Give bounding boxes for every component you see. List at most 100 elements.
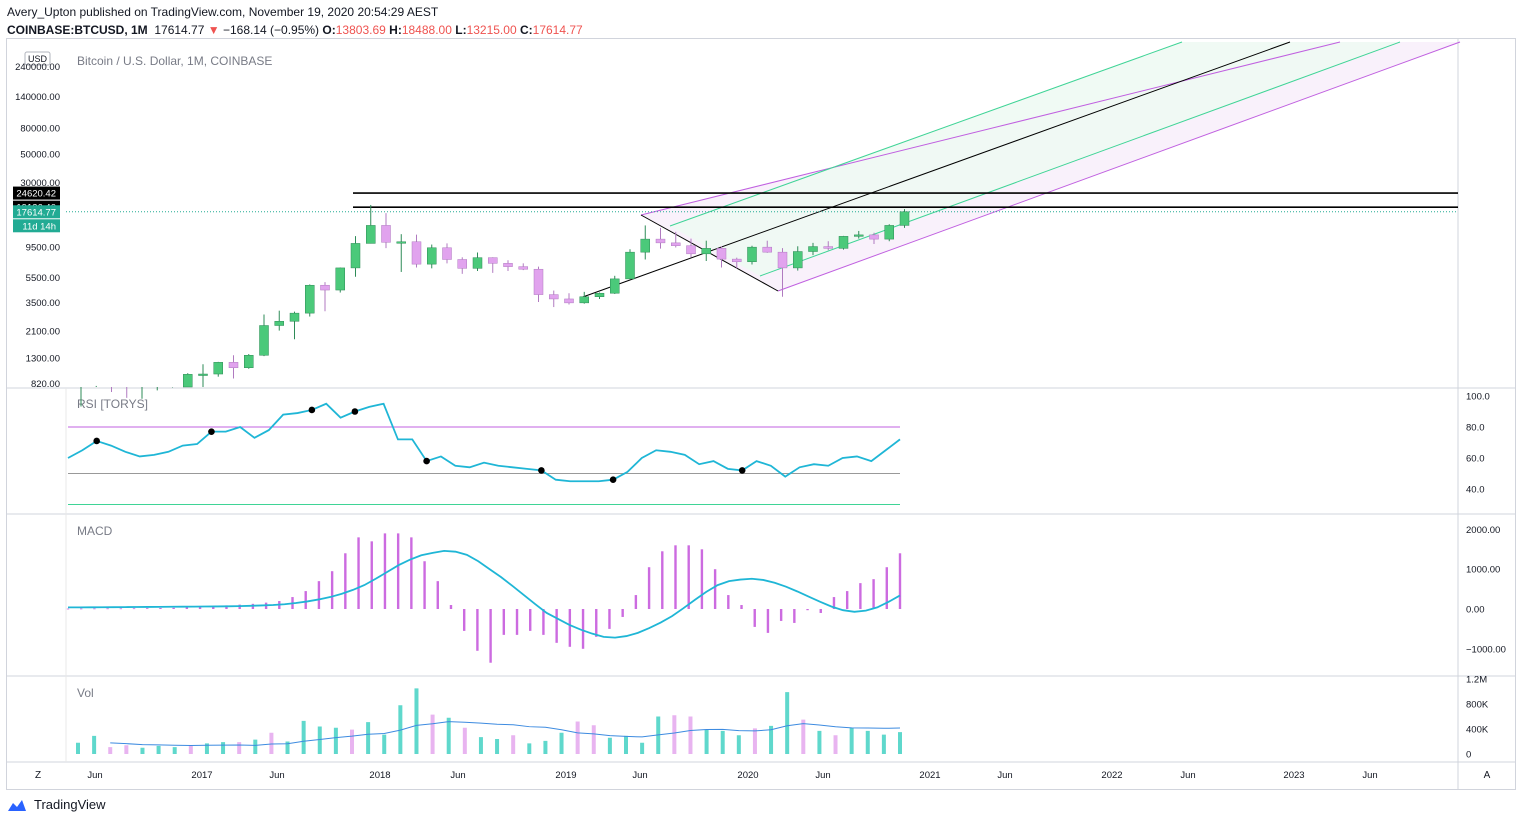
candle-body	[472, 257, 483, 269]
candle-body	[518, 266, 528, 270]
candle-body	[869, 234, 879, 240]
time-axis-label: Jun	[87, 770, 102, 781]
macd-histogram-bar	[608, 609, 611, 629]
macd-histogram-bar	[832, 597, 836, 609]
time-axis-label: Jun	[450, 770, 465, 781]
macd-histogram-bar	[595, 609, 598, 637]
pitchfork-inner-lower-line	[759, 41, 1401, 277]
volume-bar	[511, 735, 516, 754]
drawings-layer	[66, 41, 1461, 299]
rsi-tick-label: 80.0	[1466, 423, 1485, 434]
macd-histogram-bar	[753, 609, 756, 627]
pitchfork-inner-upper-line	[669, 41, 1183, 227]
currency-badge[interactable]	[24, 51, 51, 66]
volume-bar	[237, 742, 242, 754]
pane-separators	[6, 38, 1516, 790]
price-tick-label: 80000.00	[20, 123, 60, 134]
price-axis-ticks: 240000.00 140000.00 80000.00 50000.00 30000.…	[15, 62, 60, 390]
macd-histogram-bar	[370, 541, 373, 609]
candle-body	[183, 374, 193, 388]
open-value: 13803.69	[335, 23, 386, 37]
macd-histogram-bar	[225, 605, 228, 609]
price-tick-label: 50000.00	[20, 150, 60, 161]
macd-histogram-bar	[436, 581, 439, 609]
volume-bar	[172, 747, 177, 754]
candle-body	[427, 247, 437, 265]
macd-histogram-bar	[661, 551, 664, 609]
price-change: −168.14 (−0.95%)	[222, 23, 320, 37]
rsi-pivot-dot	[609, 476, 617, 484]
macd-histogram-bar	[674, 545, 677, 609]
vol-pane-title: Vol	[77, 686, 94, 700]
time-axis-label: Jun	[815, 770, 830, 781]
macd-histogram-bar	[146, 608, 149, 610]
macd-line	[68, 549, 901, 639]
publisher-line: Avery_Upton published on TradingView.com…	[7, 5, 439, 19]
macd-histogram-bar	[885, 567, 888, 609]
candle-body	[579, 296, 589, 304]
candle-body	[488, 257, 498, 264]
candle-body	[564, 298, 574, 304]
time-axis-label: Jun	[632, 770, 647, 781]
candle-body	[884, 225, 894, 240]
candle-body	[503, 263, 513, 267]
volume-bar	[478, 737, 483, 754]
time-axis-label: 2021	[919, 770, 940, 781]
macd-histogram-bar	[819, 609, 822, 613]
candle-body	[411, 241, 422, 265]
candle-body	[442, 247, 452, 260]
macd-histogram-bar	[727, 595, 730, 609]
time-axis-label: Jun	[269, 770, 284, 781]
volume-bar	[785, 692, 790, 754]
price-tick-label: 2100.00	[26, 327, 60, 338]
macd-histogram-bar	[502, 609, 506, 635]
symbol-label: COINBASE:BTCUSD, 1M	[7, 23, 148, 37]
volume-bar	[865, 730, 870, 754]
volume-tick-label: 0	[1466, 750, 1471, 761]
volume-bar	[269, 732, 274, 754]
zoom-button[interactable]: Z	[34, 770, 42, 781]
volume-bar	[672, 715, 677, 754]
macd-histogram-bar	[185, 607, 189, 609]
volume-bar	[704, 729, 709, 754]
macd-histogram-bar	[93, 608, 96, 610]
last-price: 17614.77	[154, 23, 205, 37]
auto-scale-button[interactable]: A	[1483, 770, 1491, 781]
price-tick-label: 140000.00	[15, 92, 60, 103]
candle-body	[686, 245, 696, 255]
price-tick-label: 9500.00	[26, 242, 60, 253]
time-axis-label: 2019	[555, 770, 576, 781]
volume-bar	[527, 743, 532, 754]
time-axis-label: 2023	[1283, 770, 1304, 781]
macd-tick-label: 2000.00	[1466, 525, 1500, 536]
candle-body	[274, 321, 284, 326]
candle-body	[899, 211, 910, 226]
volume-bar	[559, 732, 564, 754]
macd-histogram-bar	[449, 605, 453, 609]
tradingview-logo[interactable]: TradingView	[6, 797, 106, 812]
volume-tick-label: 1.2M	[1466, 675, 1487, 686]
candle-body	[762, 246, 772, 253]
candle-body	[640, 238, 650, 253]
macd-histogram-bar	[621, 609, 624, 617]
rsi-pivot-dot	[351, 408, 359, 415]
volume-bar	[204, 743, 209, 754]
rsi-pivot-dot	[93, 437, 100, 445]
rsi-tick-label: 40.0	[1466, 485, 1485, 496]
volume-bar	[591, 725, 596, 754]
volume-bar	[801, 719, 806, 754]
volume-bar	[446, 717, 451, 754]
macd-histogram-bar	[793, 609, 796, 623]
low-label: L:	[455, 23, 467, 37]
macd-histogram-bar	[859, 583, 862, 609]
candle-body	[213, 362, 223, 375]
macd-histogram-bar	[357, 537, 360, 609]
macd-histogram-bar	[713, 569, 717, 609]
price-tick-label: 1300.00	[26, 353, 60, 364]
volume-bar	[140, 747, 145, 754]
macd-histogram-bar	[119, 608, 123, 610]
candle-body	[549, 294, 559, 300]
macd-histogram-bar	[872, 579, 875, 609]
